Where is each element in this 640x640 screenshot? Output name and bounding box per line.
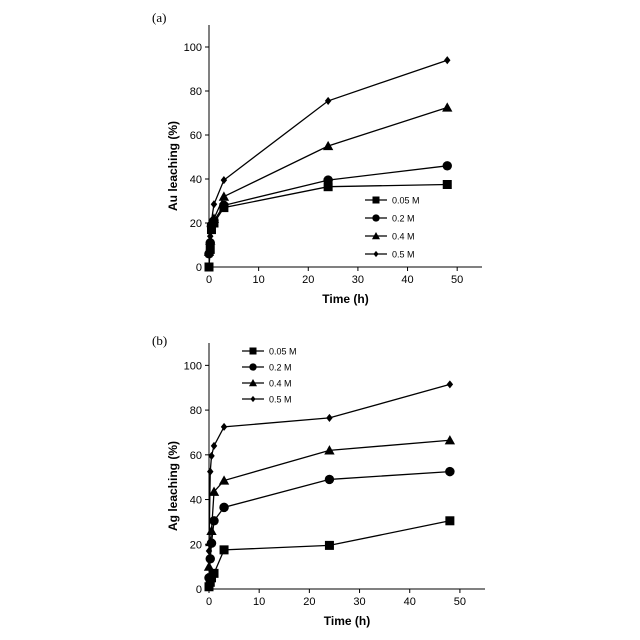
figure: (a)01020304050020406080100Time (h)Au lea… bbox=[0, 0, 640, 640]
legend-label-ag-0-4-m: 0.4 M bbox=[269, 379, 292, 389]
data-point-ag-0-4-m bbox=[206, 526, 216, 535]
data-point-ag-0-2-m bbox=[445, 467, 454, 476]
y-tick-label-ag: 0 bbox=[196, 584, 202, 596]
data-point-ag-0-05-m bbox=[220, 545, 229, 554]
data-point-au-0-05-m bbox=[443, 180, 452, 189]
x-axis-title-au: Time (h) bbox=[322, 292, 368, 306]
data-point-ag-0-2-m bbox=[219, 503, 228, 512]
x-tick-label-au: 50 bbox=[451, 274, 463, 286]
data-point-ag-0-5-m bbox=[207, 468, 213, 476]
legend-label-ag-0-05-m: 0.05 M bbox=[269, 347, 297, 357]
data-point-ag-0-5-m bbox=[221, 423, 227, 431]
legend-marker-au-0-2-m bbox=[372, 214, 379, 221]
legend-label-au-0-5-m: 0.5 M bbox=[392, 250, 415, 260]
data-point-ag-0-5-m bbox=[326, 414, 332, 422]
y-tick-label-ag: 80 bbox=[190, 405, 202, 417]
y-tick-label-au: 0 bbox=[196, 262, 202, 274]
data-point-ag-0-2-m bbox=[209, 516, 218, 525]
x-tick-label-ag: 40 bbox=[404, 596, 416, 608]
x-tick-label-au: 40 bbox=[401, 274, 413, 286]
legend-marker-ag-0-5-m bbox=[250, 396, 255, 402]
x-tick-label-ag: 0 bbox=[206, 596, 212, 608]
data-point-au-0-5-m bbox=[325, 97, 331, 105]
data-point-au-0-4-m bbox=[442, 102, 452, 111]
x-tick-label-ag: 30 bbox=[353, 596, 365, 608]
legend-marker-ag-0-05-m bbox=[250, 348, 257, 355]
y-tick-label-au: 60 bbox=[190, 130, 202, 142]
x-tick-label-au: 0 bbox=[206, 274, 212, 286]
data-point-ag-0-2-m bbox=[206, 554, 215, 563]
legend-marker-ag-0-2-m bbox=[249, 363, 256, 370]
data-point-au-0-2-m bbox=[443, 161, 452, 170]
data-point-ag-0-5-m bbox=[447, 380, 453, 388]
data-point-au-0-5-m bbox=[211, 200, 217, 208]
x-tick-label-au: 20 bbox=[302, 274, 314, 286]
legend-label-au-0-2-m: 0.2 M bbox=[392, 214, 415, 224]
y-tick-label-ag: 40 bbox=[190, 495, 202, 507]
data-point-au-0-5-m bbox=[444, 56, 450, 64]
y-axis-title-au: Au leaching (%) bbox=[166, 121, 180, 211]
data-point-au-0-4-m bbox=[219, 191, 229, 200]
panel-label-au: (a) bbox=[152, 10, 166, 25]
data-point-au-0-2-m bbox=[323, 175, 332, 184]
chart-panel-au: (a) 0 10 20 30 40 50 0 20 40 60 80 100 Time (h) Au lea… bbox=[152, 10, 482, 306]
y-tick-label-au: 100 bbox=[184, 42, 202, 54]
y-tick-label-ag: 60 bbox=[190, 450, 202, 462]
data-point-ag-0-2-m bbox=[325, 475, 334, 484]
data-point-au-0-05-m bbox=[205, 263, 214, 272]
x-tick-label-ag: 20 bbox=[303, 596, 315, 608]
x-tick-label-au: 30 bbox=[352, 274, 364, 286]
legend-label-au-0-05-m: 0.05 M bbox=[392, 196, 420, 206]
y-tick-label-au: 20 bbox=[190, 218, 202, 230]
series-line-ag-0-5-m bbox=[209, 384, 450, 551]
x-axis-title-ag: Time (h) bbox=[324, 614, 370, 628]
legend-label-au-0-4-m: 0.4 M bbox=[392, 232, 415, 242]
legend-label-ag-0-2-m: 0.2 M bbox=[269, 363, 292, 373]
chart-panel-ag: (b) 0 10 20 30 40 50 0 20 40 60 80 100 Time (h) Ag lea… bbox=[152, 333, 485, 628]
data-point-ag-0-4-m bbox=[445, 435, 455, 444]
x-tick-label-au: 10 bbox=[253, 274, 265, 286]
data-point-ag-0-5-m bbox=[211, 442, 217, 450]
x-tick-label-ag: 50 bbox=[454, 596, 466, 608]
y-tick-label-ag: 20 bbox=[190, 539, 202, 551]
series-line-ag-0-05-m bbox=[209, 521, 450, 587]
data-point-ag-0-05-m bbox=[325, 541, 334, 550]
x-tick-label-ag: 10 bbox=[253, 596, 265, 608]
legend-marker-au-0-05-m bbox=[373, 197, 380, 204]
y-tick-label-au: 40 bbox=[190, 174, 202, 186]
legend-label-ag-0-5-m: 0.5 M bbox=[269, 395, 292, 405]
panel-label-ag: (b) bbox=[152, 333, 167, 348]
data-point-ag-0-2-m bbox=[204, 573, 213, 582]
data-point-ag-0-05-m bbox=[445, 516, 454, 525]
legend-marker-au-0-5-m bbox=[373, 251, 378, 257]
y-tick-label-au: 80 bbox=[190, 86, 202, 98]
series-line-ag-0-2-m bbox=[209, 472, 450, 578]
data-point-au-0-5-m bbox=[221, 176, 227, 184]
y-axis-title-ag: Ag leaching (%) bbox=[166, 441, 180, 531]
y-tick-label-ag: 100 bbox=[184, 360, 202, 372]
